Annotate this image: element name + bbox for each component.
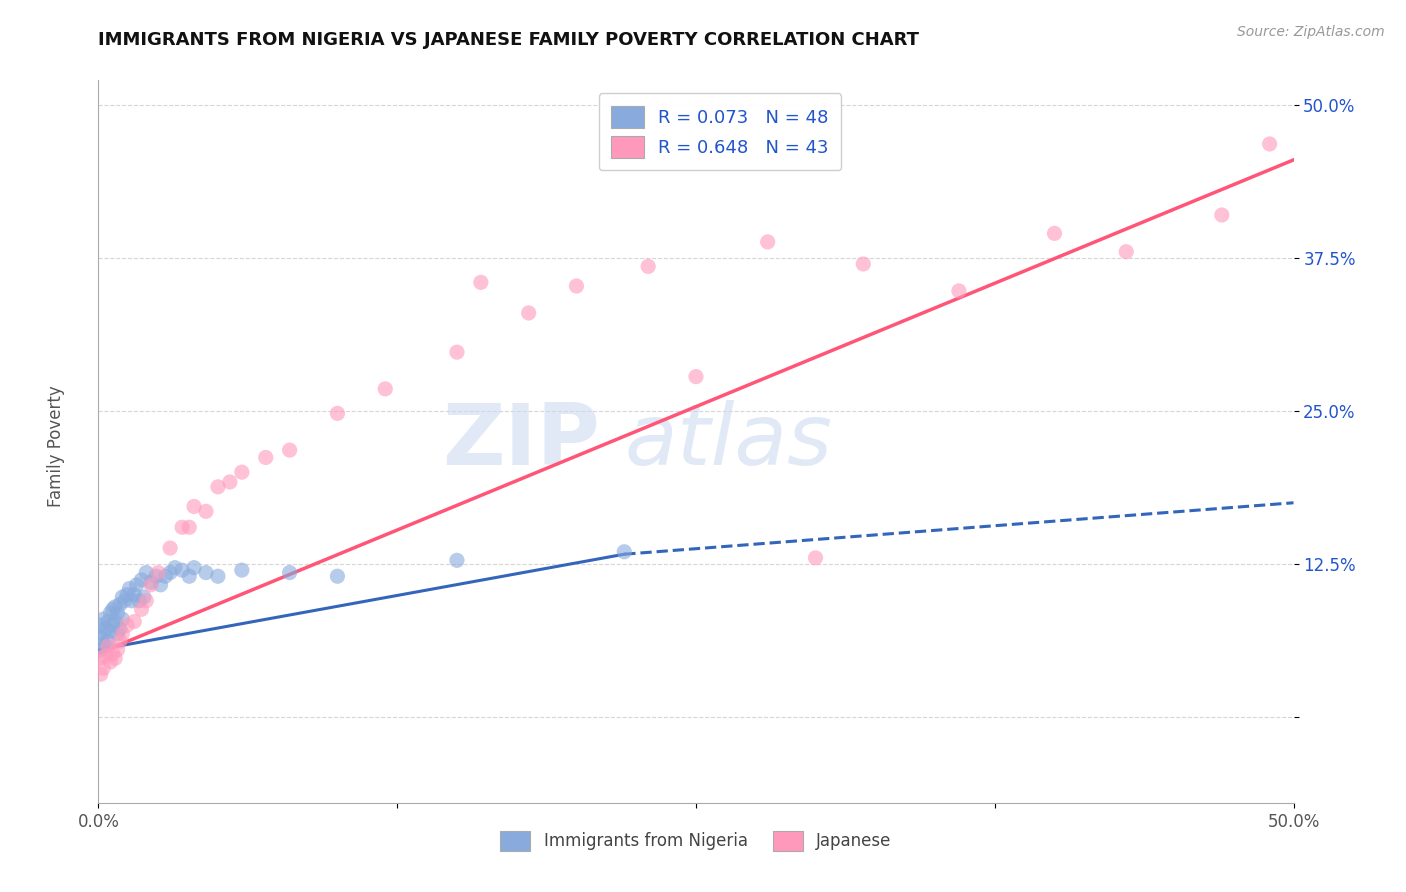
Point xyxy=(278,566,301,580)
Point xyxy=(1043,227,1066,241)
Point xyxy=(114,593,136,607)
Point xyxy=(91,627,114,641)
Point xyxy=(613,545,636,559)
Point xyxy=(118,582,141,596)
Point xyxy=(135,566,157,580)
Point xyxy=(104,599,127,614)
Point xyxy=(1258,136,1281,151)
Point xyxy=(97,615,120,629)
Point xyxy=(91,637,114,651)
Point xyxy=(90,651,112,665)
Text: atlas: atlas xyxy=(624,400,832,483)
Point xyxy=(326,569,349,583)
Point xyxy=(207,569,229,583)
Point xyxy=(195,504,218,518)
Point xyxy=(101,618,124,632)
Point xyxy=(131,602,153,616)
Point xyxy=(135,593,157,607)
Point xyxy=(685,369,707,384)
Point xyxy=(254,450,277,465)
Point xyxy=(326,406,349,420)
Point xyxy=(98,624,122,639)
Point xyxy=(278,443,301,458)
Point xyxy=(107,642,129,657)
Point xyxy=(231,465,253,479)
Point xyxy=(179,569,201,583)
Point xyxy=(804,550,827,565)
Point xyxy=(104,615,127,629)
Text: Family Poverty: Family Poverty xyxy=(48,385,65,507)
Point xyxy=(756,235,779,249)
Point xyxy=(97,634,120,648)
Point xyxy=(207,480,229,494)
Point xyxy=(155,569,177,583)
Point xyxy=(163,560,186,574)
Point xyxy=(94,639,117,653)
Point xyxy=(98,655,122,669)
Point xyxy=(183,560,205,574)
Point xyxy=(90,631,112,645)
Point xyxy=(159,566,181,580)
Point xyxy=(94,622,117,636)
Point xyxy=(115,618,138,632)
Point xyxy=(172,520,194,534)
Point xyxy=(948,284,970,298)
Point xyxy=(90,667,112,681)
Point xyxy=(470,276,492,290)
Point xyxy=(149,578,172,592)
Point xyxy=(108,598,131,612)
Point xyxy=(97,639,120,653)
Point xyxy=(90,618,112,632)
Point xyxy=(98,606,122,620)
Point xyxy=(172,563,194,577)
Point xyxy=(115,588,138,602)
Point xyxy=(183,500,205,514)
Point xyxy=(125,578,148,592)
Point xyxy=(517,306,540,320)
Point xyxy=(108,634,131,648)
Point xyxy=(159,541,181,555)
Point xyxy=(852,257,875,271)
Point xyxy=(104,651,127,665)
Point xyxy=(121,593,143,607)
Point xyxy=(219,475,242,489)
Point xyxy=(139,578,162,592)
Point xyxy=(107,606,129,620)
Point xyxy=(111,612,134,626)
Text: ZIP: ZIP xyxy=(443,400,600,483)
Point xyxy=(446,553,468,567)
Point xyxy=(132,590,155,604)
Point xyxy=(446,345,468,359)
Point xyxy=(108,622,131,636)
Point xyxy=(139,575,162,590)
Point xyxy=(107,627,129,641)
Point xyxy=(231,563,253,577)
Point xyxy=(101,602,124,616)
Point xyxy=(124,588,146,602)
Point xyxy=(145,569,167,583)
Text: IMMIGRANTS FROM NIGERIA VS JAPANESE FAMILY POVERTY CORRELATION CHART: IMMIGRANTS FROM NIGERIA VS JAPANESE FAMI… xyxy=(98,31,920,49)
Text: Source: ZipAtlas.com: Source: ZipAtlas.com xyxy=(1237,25,1385,39)
Point xyxy=(101,647,124,661)
Point xyxy=(179,520,201,534)
Point xyxy=(1211,208,1233,222)
Point xyxy=(91,612,114,626)
Point xyxy=(90,642,112,657)
Point xyxy=(148,566,170,580)
Point xyxy=(637,260,659,274)
Point xyxy=(131,573,153,587)
Point xyxy=(1115,244,1137,259)
Point xyxy=(111,627,134,641)
Point xyxy=(128,593,150,607)
Point xyxy=(91,661,114,675)
Point xyxy=(195,566,218,580)
Point xyxy=(94,648,117,663)
Point xyxy=(565,279,588,293)
Legend: Immigrants from Nigeria, Japanese: Immigrants from Nigeria, Japanese xyxy=(492,822,900,860)
Point xyxy=(374,382,396,396)
Point xyxy=(124,615,146,629)
Point xyxy=(111,590,134,604)
